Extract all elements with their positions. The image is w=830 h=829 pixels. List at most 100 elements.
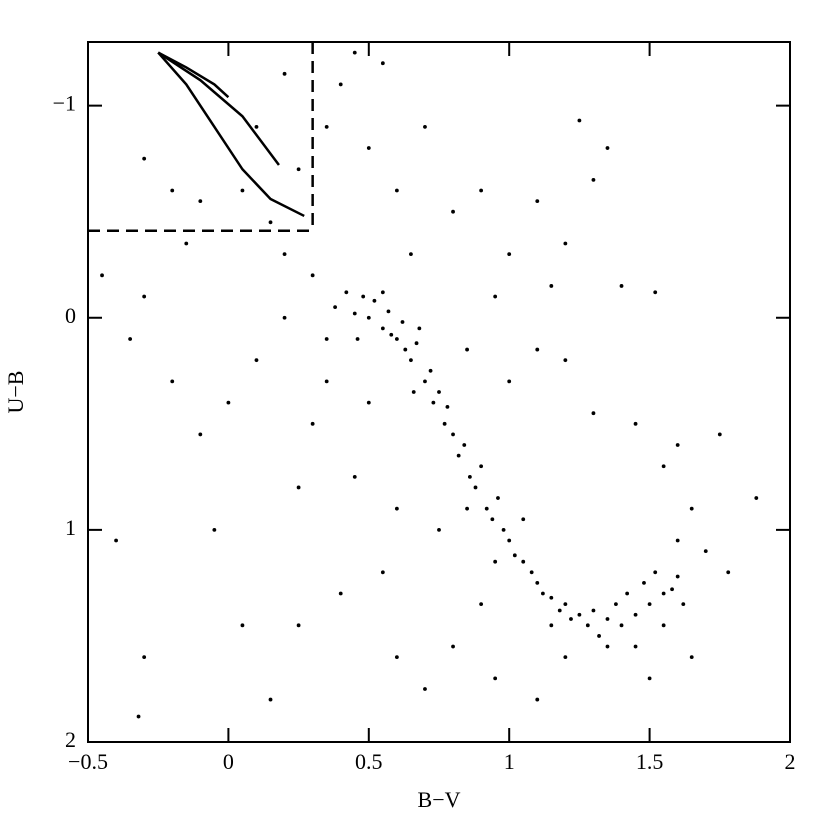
model-curve bbox=[157, 51, 305, 218]
data-point bbox=[647, 602, 652, 607]
data-point bbox=[170, 379, 175, 384]
data-point bbox=[372, 298, 377, 303]
x-tick-label: −0.5 bbox=[68, 749, 108, 774]
y-axis-label: U−B bbox=[3, 371, 28, 414]
data-point bbox=[625, 591, 630, 596]
data-point bbox=[597, 634, 601, 638]
data-point bbox=[380, 326, 385, 331]
data-point bbox=[380, 61, 385, 66]
data-point bbox=[754, 496, 759, 500]
data-point bbox=[142, 294, 147, 299]
data-point bbox=[428, 368, 433, 373]
data-point bbox=[437, 390, 441, 394]
data-point bbox=[333, 305, 338, 310]
data-point bbox=[614, 602, 618, 607]
data-point bbox=[366, 146, 371, 150]
data-point bbox=[647, 676, 652, 681]
model-curve bbox=[157, 51, 230, 99]
data-point bbox=[352, 311, 357, 316]
data-point bbox=[409, 358, 413, 363]
data-point bbox=[411, 390, 416, 394]
data-point bbox=[254, 358, 259, 363]
data-point bbox=[703, 549, 708, 553]
data-point bbox=[633, 421, 638, 426]
data-point bbox=[479, 602, 484, 607]
data-point bbox=[467, 474, 472, 479]
data-point bbox=[633, 612, 638, 617]
x-tick-label: 0 bbox=[223, 749, 234, 774]
data-point bbox=[254, 124, 259, 129]
data-point bbox=[100, 273, 104, 278]
y-tick-label: −1 bbox=[53, 91, 76, 116]
data-point bbox=[296, 485, 301, 490]
data-point bbox=[423, 124, 427, 129]
data-point bbox=[549, 623, 554, 628]
data-point bbox=[417, 326, 422, 331]
data-point bbox=[380, 290, 385, 295]
data-point bbox=[591, 177, 596, 182]
x-axis-label: B−V bbox=[418, 787, 461, 812]
data-point bbox=[577, 118, 582, 123]
data-point bbox=[549, 284, 554, 288]
data-point bbox=[394, 337, 399, 341]
data-point bbox=[563, 358, 568, 363]
data-point bbox=[355, 337, 360, 341]
data-point bbox=[394, 506, 399, 511]
data-point bbox=[619, 284, 624, 288]
data-point bbox=[521, 517, 526, 522]
data-point bbox=[675, 538, 680, 543]
model-curve bbox=[157, 51, 280, 166]
data-point bbox=[268, 697, 273, 702]
data-point bbox=[557, 608, 562, 613]
data-point bbox=[462, 443, 467, 447]
data-point bbox=[681, 602, 686, 607]
data-point bbox=[403, 347, 408, 352]
data-point bbox=[136, 714, 141, 719]
data-point bbox=[496, 496, 500, 500]
data-point bbox=[338, 591, 343, 596]
data-point bbox=[535, 347, 540, 352]
data-point bbox=[344, 290, 349, 295]
data-point bbox=[653, 570, 658, 575]
data-point bbox=[563, 241, 568, 246]
data-point bbox=[240, 623, 245, 628]
data-point bbox=[473, 485, 478, 490]
data-point bbox=[282, 71, 287, 76]
data-point bbox=[549, 595, 554, 600]
data-point bbox=[633, 644, 638, 649]
data-point bbox=[409, 252, 413, 257]
data-point bbox=[689, 506, 694, 511]
x-tick-label: 2 bbox=[785, 749, 796, 774]
data-point bbox=[689, 655, 694, 660]
data-point bbox=[507, 252, 512, 257]
data-point bbox=[563, 655, 568, 660]
data-point bbox=[479, 188, 484, 193]
data-point bbox=[324, 124, 329, 129]
data-point bbox=[296, 167, 301, 172]
data-point bbox=[661, 591, 666, 596]
data-point bbox=[577, 612, 582, 617]
data-point bbox=[394, 188, 399, 193]
data-point bbox=[423, 687, 427, 691]
data-point bbox=[521, 559, 526, 564]
data-point bbox=[569, 617, 573, 621]
data-point bbox=[535, 697, 540, 702]
data-point bbox=[414, 341, 419, 346]
data-point bbox=[540, 591, 545, 596]
y-tick-label: 2 bbox=[65, 727, 76, 752]
data-point bbox=[661, 623, 666, 628]
data-point bbox=[642, 581, 646, 585]
data-point bbox=[282, 315, 287, 320]
data-point bbox=[585, 623, 590, 628]
data-point bbox=[310, 421, 315, 426]
data-point bbox=[240, 188, 245, 193]
data-point bbox=[324, 337, 329, 341]
data-point bbox=[490, 517, 495, 522]
data-point bbox=[484, 506, 489, 511]
data-point bbox=[619, 623, 624, 628]
data-point bbox=[605, 644, 610, 649]
data-point bbox=[423, 379, 427, 384]
data-point bbox=[465, 506, 469, 511]
x-tick-label: 1.5 bbox=[636, 749, 664, 774]
data-point bbox=[170, 188, 175, 193]
